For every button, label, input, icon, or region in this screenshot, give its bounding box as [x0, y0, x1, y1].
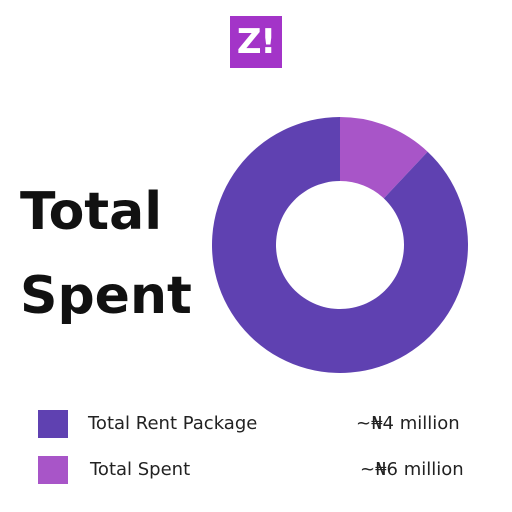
legend-label: Total Rent Package	[88, 413, 258, 434]
title-line-1: Total	[20, 182, 163, 242]
legend-value: ~₦6 million	[360, 459, 464, 480]
title-line-2: Spent	[20, 266, 192, 326]
legend-item-rent-package: Total Rent Package ~₦4 million	[0, 410, 512, 440]
legend-item-total-spent: Total Spent ~₦6 million	[0, 456, 512, 486]
donut-chart	[211, 117, 468, 373]
chart-title: Total Spent	[20, 170, 210, 338]
legend-swatch	[38, 410, 68, 438]
donut-slice-total-spent	[340, 117, 428, 199]
legend-label: Total Spent	[90, 459, 191, 480]
donut-slice-total-rent-package	[211, 117, 468, 373]
legend-value: ~₦4 million	[356, 413, 460, 434]
legend-swatch	[38, 456, 68, 484]
brand-logo: Z!	[230, 16, 282, 68]
